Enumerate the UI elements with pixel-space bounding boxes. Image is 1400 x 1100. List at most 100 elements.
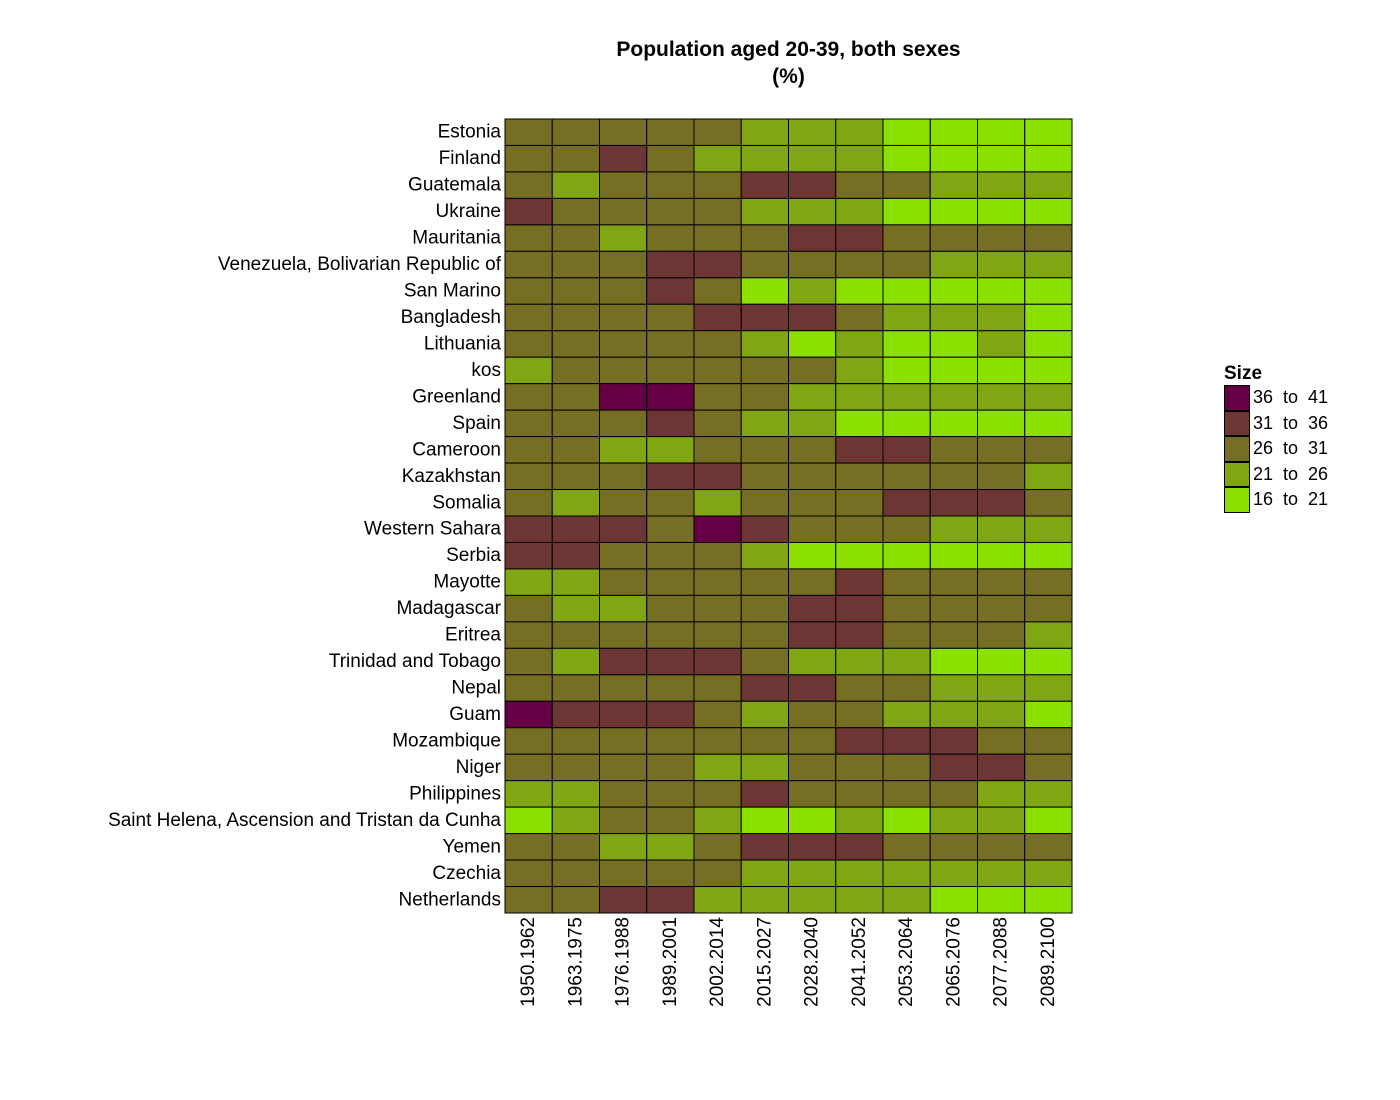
heatmap-cell bbox=[551, 541, 600, 570]
y-tick-label: Bangladesh bbox=[401, 307, 501, 328]
heatmap-cell bbox=[599, 118, 648, 146]
heatmap-cell bbox=[740, 436, 789, 464]
heatmap-cell bbox=[693, 700, 742, 729]
heatmap-cell bbox=[788, 356, 837, 385]
heatmap-cell bbox=[977, 886, 1026, 914]
heatmap-cell bbox=[1024, 462, 1073, 491]
heatmap-cell bbox=[599, 700, 648, 729]
heatmap-cell bbox=[504, 647, 553, 676]
heatmap-cell bbox=[1024, 118, 1073, 146]
heatmap-cell bbox=[646, 753, 695, 782]
heatmap-cell bbox=[882, 541, 931, 570]
heatmap-cell bbox=[788, 621, 837, 649]
heatmap-cell bbox=[740, 780, 789, 808]
heatmap-cell bbox=[1024, 700, 1073, 729]
heatmap-cell bbox=[504, 197, 553, 226]
heatmap-cell bbox=[599, 647, 648, 676]
y-tick-label: Yemen bbox=[443, 836, 501, 857]
heatmap-cell bbox=[551, 436, 600, 464]
heatmap-cell bbox=[504, 171, 553, 199]
heatmap-cell bbox=[646, 594, 695, 623]
y-tick-label: Guatemala bbox=[408, 175, 501, 196]
heatmap-cell bbox=[977, 330, 1026, 358]
heatmap-cell bbox=[929, 833, 978, 861]
heatmap-cell bbox=[693, 833, 742, 861]
heatmap-cell bbox=[599, 197, 648, 226]
heatmap-cell bbox=[835, 462, 884, 491]
heatmap-cell bbox=[882, 224, 931, 252]
heatmap-cell bbox=[929, 594, 978, 623]
heatmap-cell bbox=[740, 859, 789, 888]
heatmap-cell bbox=[1024, 489, 1073, 517]
heatmap-cell bbox=[835, 171, 884, 199]
heatmap-cell bbox=[646, 700, 695, 729]
heatmap-cell bbox=[788, 383, 837, 411]
heatmap-cell bbox=[740, 303, 789, 332]
legend-items: 36 to 41 31 to 36 26 to 31 21 to 26 16 to 21 bbox=[1224, 385, 1328, 513]
heatmap-cell bbox=[977, 224, 1026, 252]
heatmap-cell bbox=[551, 859, 600, 888]
heatmap-cell bbox=[929, 753, 978, 782]
heatmap-cell bbox=[693, 409, 742, 438]
heatmap-cell bbox=[646, 118, 695, 146]
heatmap-cell bbox=[977, 541, 1026, 570]
heatmap-cell bbox=[599, 753, 648, 782]
heatmap-cell bbox=[788, 409, 837, 438]
x-tick-label: 2015.2027 bbox=[754, 917, 775, 1007]
y-tick-label: Niger bbox=[456, 757, 502, 778]
heatmap-cell bbox=[929, 541, 978, 570]
heatmap-cell bbox=[929, 806, 978, 835]
heatmap-cell bbox=[835, 886, 884, 914]
heatmap-cell bbox=[599, 356, 648, 385]
heatmap-cell bbox=[646, 647, 695, 676]
heatmap-cell bbox=[788, 647, 837, 676]
x-tick-label: 1950.1962 bbox=[518, 917, 539, 1007]
heatmap-cell bbox=[646, 727, 695, 755]
heatmap-cell bbox=[599, 833, 648, 861]
heatmap-cell bbox=[1024, 277, 1073, 305]
heatmap-cell bbox=[882, 303, 931, 332]
heatmap-cell bbox=[929, 647, 978, 676]
heatmap-cell bbox=[977, 383, 1026, 411]
heatmap-cell bbox=[551, 409, 600, 438]
heatmap-cell bbox=[788, 859, 837, 888]
legend-label: 21 to 26 bbox=[1253, 463, 1329, 484]
heatmap-cell bbox=[929, 303, 978, 332]
heatmap-cell bbox=[1024, 356, 1073, 385]
heatmap-cell bbox=[599, 171, 648, 199]
heatmap-cell bbox=[646, 436, 695, 464]
heatmap-cell bbox=[551, 568, 600, 596]
heatmap-cell bbox=[646, 515, 695, 543]
y-tick-label: Finland bbox=[439, 148, 501, 169]
heatmap-cell bbox=[788, 224, 837, 252]
y-tick-label: Mozambique bbox=[392, 730, 501, 751]
heatmap-cell bbox=[693, 277, 742, 305]
y-tick-label: Netherlands bbox=[399, 889, 501, 910]
heatmap-cell bbox=[693, 541, 742, 570]
legend: Size 36 to 41 31 to 36 26 to 31 21 to 26 16 … bbox=[1224, 363, 1328, 513]
heatmap-cell bbox=[788, 886, 837, 914]
heatmap-cell bbox=[835, 250, 884, 279]
heatmap-cell bbox=[882, 568, 931, 596]
heatmap-cell bbox=[882, 383, 931, 411]
heatmap-cell bbox=[977, 806, 1026, 835]
heatmap-cell bbox=[788, 250, 837, 279]
heatmap-cell bbox=[835, 118, 884, 146]
heatmap-cell bbox=[646, 197, 695, 226]
heatmap-cell bbox=[882, 409, 931, 438]
heatmap-cell bbox=[788, 833, 837, 861]
heatmap-cell bbox=[646, 383, 695, 411]
y-tick-label: Philippines bbox=[409, 783, 501, 804]
x-tick-label: 2077.2088 bbox=[991, 917, 1012, 1007]
heatmap-cell bbox=[740, 277, 789, 305]
heatmap-cell bbox=[504, 541, 553, 570]
heatmap-cell bbox=[882, 674, 931, 702]
legend-swatch bbox=[1224, 410, 1250, 436]
heatmap-cell bbox=[1024, 780, 1073, 808]
heatmap-cell bbox=[835, 833, 884, 861]
heatmap-cell bbox=[740, 118, 789, 146]
heatmap-cell bbox=[1024, 541, 1073, 570]
heatmap-cell bbox=[977, 118, 1026, 146]
heatmap-cell bbox=[788, 806, 837, 835]
